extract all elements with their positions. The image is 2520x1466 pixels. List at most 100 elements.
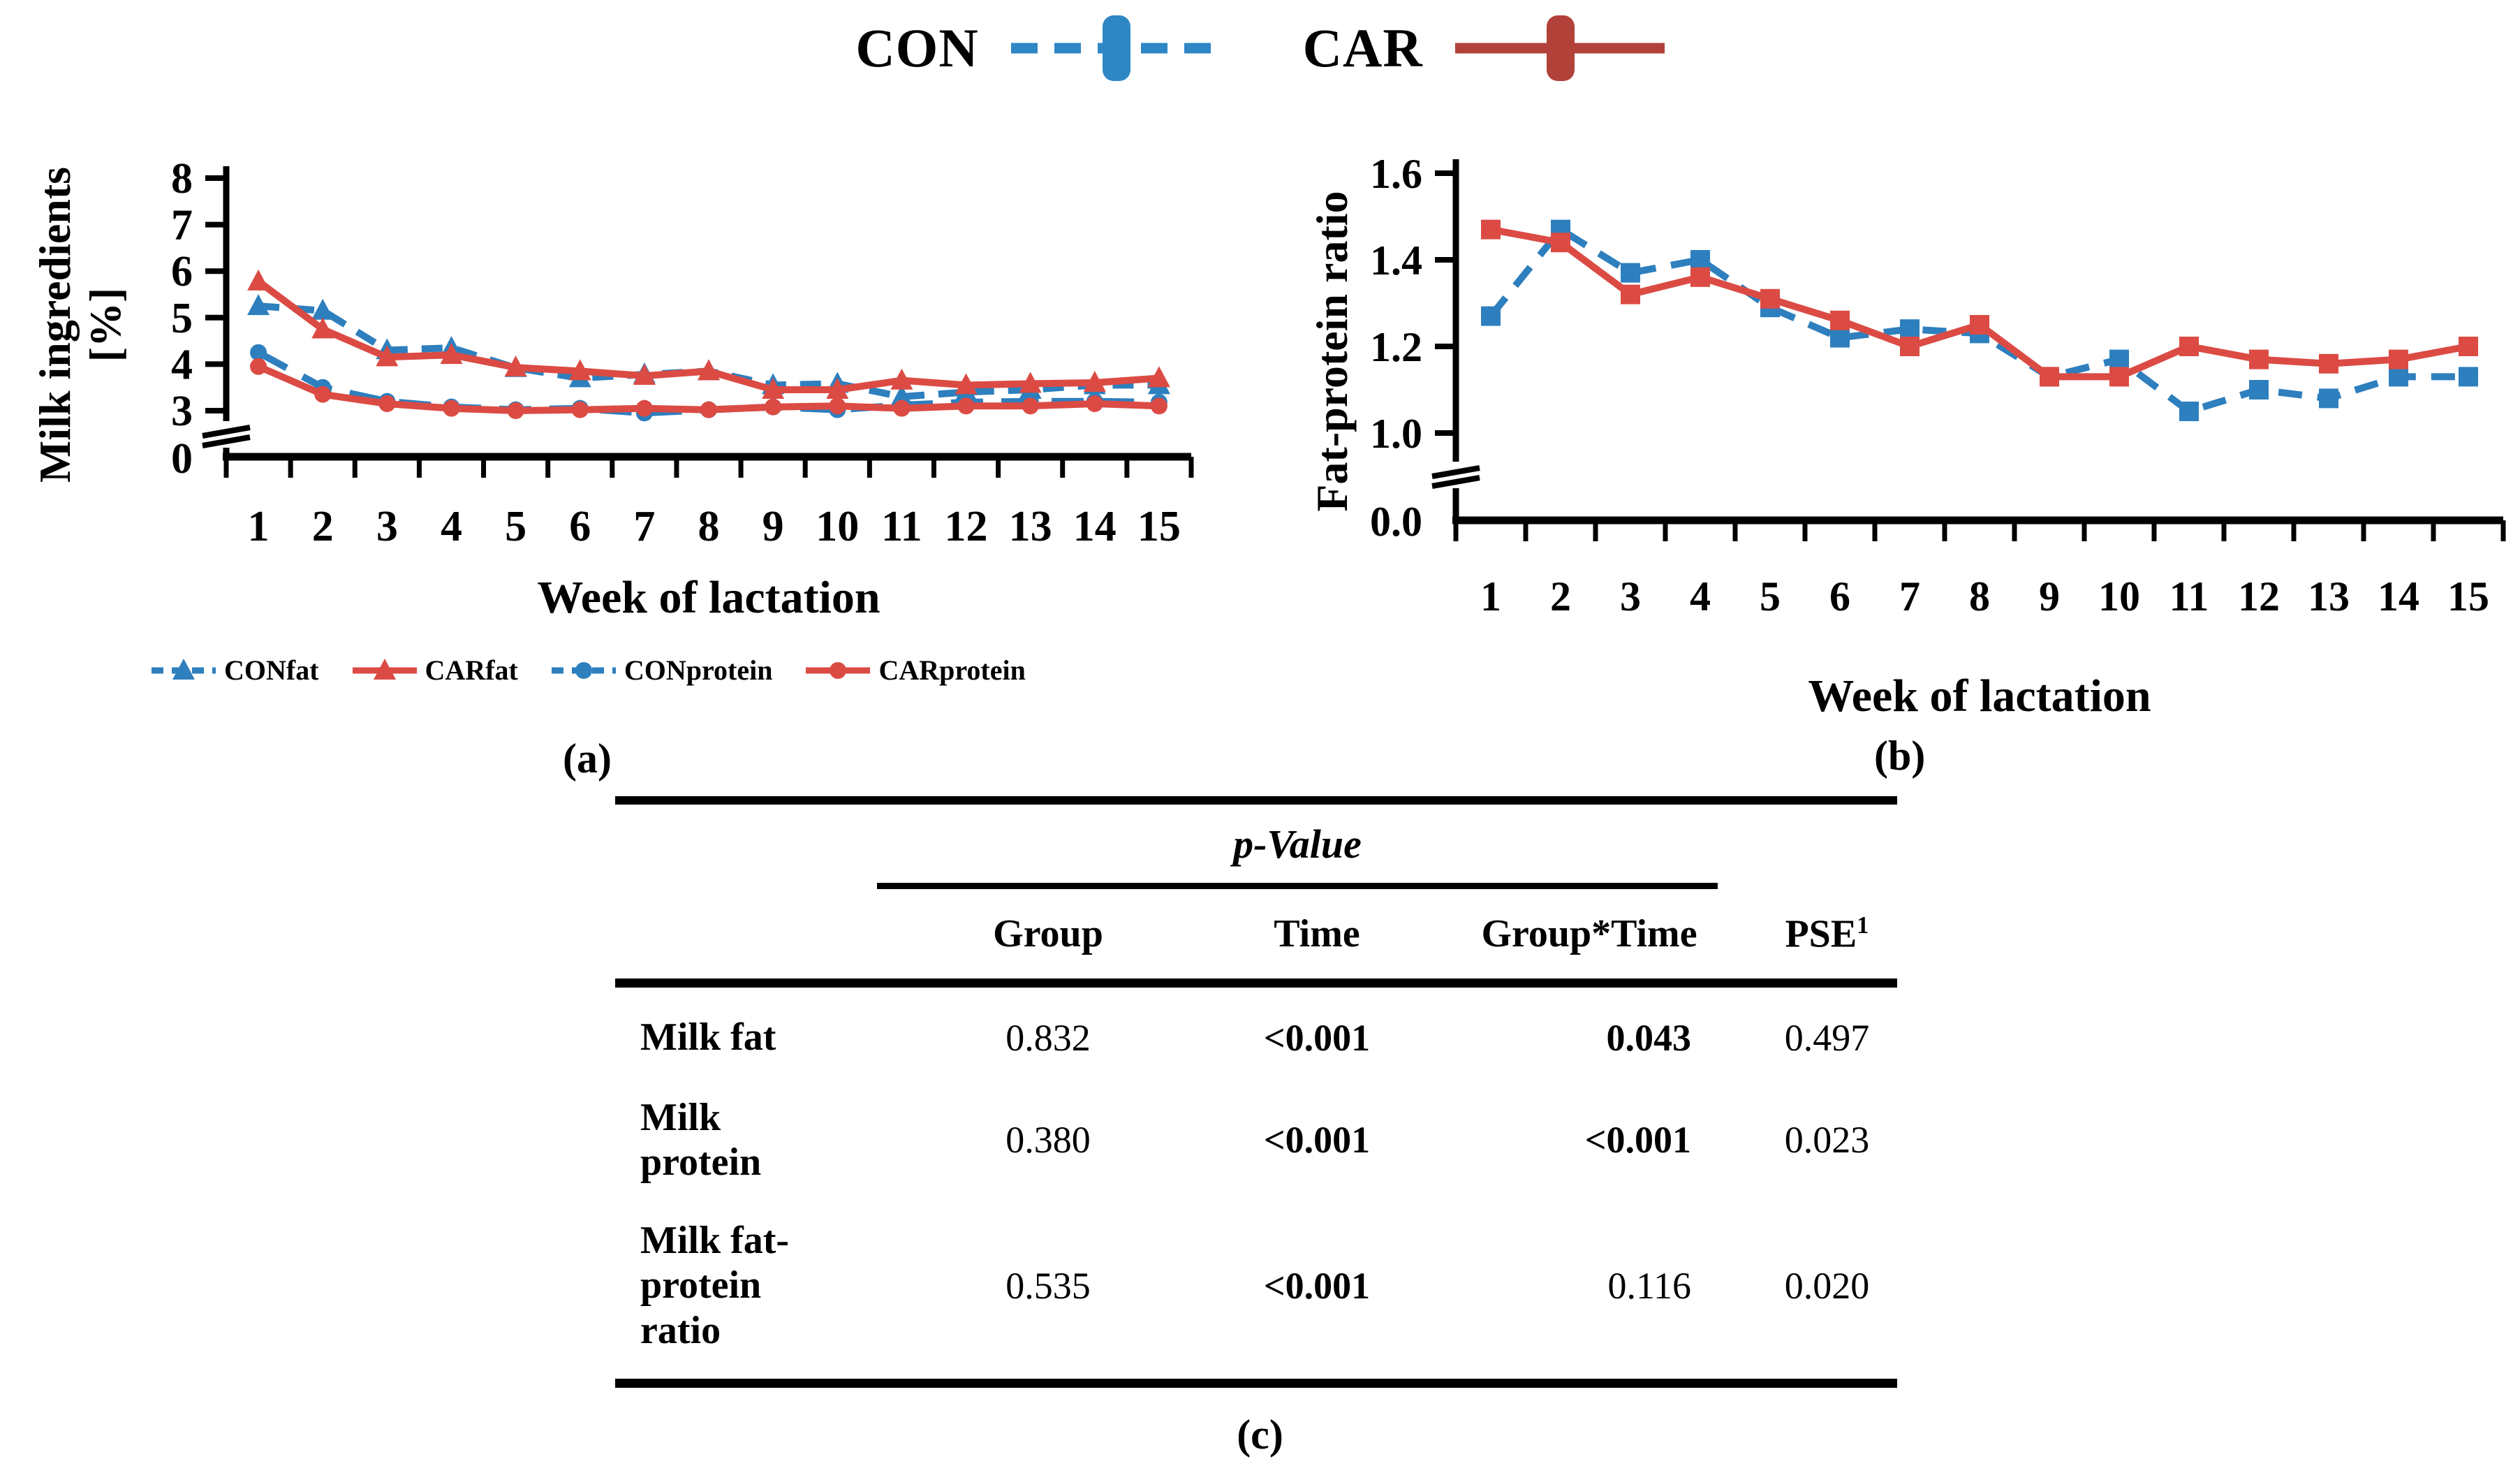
marker-CARfat [698, 359, 720, 381]
svg-text:14: 14 [1073, 503, 1117, 550]
legend-a-item-CONfat: CONfat [150, 654, 319, 687]
marker-CARprotein [700, 401, 717, 418]
svg-text:14: 14 [2378, 573, 2419, 620]
table-header-rule [615, 978, 1897, 988]
svg-text:6: 6 [171, 248, 193, 295]
svg-text:15: 15 [1137, 503, 1181, 550]
axis-break-mark [1431, 465, 1480, 479]
marker-CARprotein [1150, 397, 1167, 415]
marker-CARprotein [765, 398, 782, 416]
svg-text:5: 5 [171, 295, 193, 342]
svg-text:13: 13 [1009, 503, 1052, 550]
CARprotein-legend-swatch [806, 661, 871, 679]
marker-CAR [1830, 310, 1850, 330]
svg-text:2: 2 [312, 503, 334, 550]
marker-CARprotein [507, 402, 524, 419]
marker-CARfat [1019, 372, 1042, 393]
svg-text:0.0: 0.0 [1370, 499, 1422, 545]
svg-text:10: 10 [2098, 573, 2140, 620]
svg-text:5: 5 [1760, 573, 1781, 620]
svg-text:4: 4 [1690, 573, 1711, 620]
cell-time-value: <0.001 [1263, 1016, 1371, 1059]
marker-CAR [2040, 367, 2059, 387]
svg-text:5: 5 [505, 503, 526, 550]
marker-CARfat [762, 378, 785, 400]
legend-marker-CONfat [172, 658, 195, 680]
cell-group-time-value: <0.001 [1584, 1119, 1691, 1161]
legend-a-item-CARprotein: CARprotein [804, 654, 1026, 687]
svg-text:1.4: 1.4 [1370, 237, 1422, 284]
svg-text:Week of lactation: Week of lactation [1808, 670, 2151, 721]
marker-CON [1621, 263, 1640, 283]
CONprotein-legend-swatch [551, 661, 616, 679]
marker-CAR [1760, 288, 1780, 309]
cell-pse-value: 0.020 [1784, 1264, 1870, 1307]
marker-CARfat [376, 345, 399, 367]
chart-a-y-title-line2: [%] [80, 287, 130, 362]
marker-CARfat [504, 355, 527, 377]
marker-CARfat [440, 343, 463, 365]
legend-label-car: CAR [1302, 17, 1423, 78]
legend-a-label-CARprotein: CARprotein [878, 654, 1026, 686]
svg-text:11: 11 [2169, 573, 2209, 620]
marker-CARprotein [1022, 397, 1039, 415]
svg-text:1: 1 [1480, 573, 1501, 620]
axis-break-mark [202, 425, 251, 439]
svg-text:1.2: 1.2 [1370, 324, 1422, 370]
row-label: Milk fat [640, 1016, 776, 1060]
legend-marker-CARfat [373, 658, 396, 680]
cell-group-time-value: 0.116 [1607, 1264, 1692, 1307]
svg-text:9: 9 [762, 503, 784, 550]
marker-CARprotein [829, 397, 846, 415]
svg-text:0: 0 [171, 435, 193, 483]
marker-CAR [2249, 349, 2269, 369]
table-row-milk-protein: Milk protein 0.380 <0.001 <0.001 0.023 [615, 1087, 1897, 1192]
marker-CON [2319, 388, 2338, 409]
marker-CON [1481, 306, 1501, 326]
marker-CARprotein [443, 400, 460, 417]
marker-CAR [2319, 353, 2338, 374]
cell-group-time-value: 0.043 [1606, 1016, 1692, 1059]
marker-CARprotein [571, 401, 589, 418]
svg-text:7: 7 [633, 503, 655, 550]
cell-pse-value: 0.497 [1784, 1016, 1870, 1059]
svg-text:1.6: 1.6 [1370, 151, 1422, 197]
row-label: Milk fat-protein ratio [640, 1218, 790, 1352]
header-pse-superscript: 1 [1857, 911, 1869, 939]
svg-text:12: 12 [945, 503, 988, 550]
svg-text:4: 4 [441, 503, 462, 550]
svg-text:7: 7 [1899, 573, 1920, 620]
marker-CARfat [568, 359, 591, 381]
marker-CARfat [633, 364, 656, 386]
svg-text:3: 3 [171, 388, 193, 435]
marker-CARprotein [1086, 395, 1103, 413]
axis-break-mark [202, 434, 251, 448]
marker-CARprotein [957, 397, 975, 415]
marker-CAR [2459, 337, 2478, 356]
marker-CON [1900, 319, 1920, 339]
marker-CARprotein [635, 400, 653, 417]
chart-a-y-axis-title: Milk ingredients [%] [28, 122, 133, 527]
svg-text:2: 2 [1550, 573, 1571, 620]
panel-label-c: (c) [1237, 1412, 1283, 1458]
marker-CAR [1970, 315, 1989, 335]
p-value-spanner-header: p-Value [1233, 821, 1362, 867]
marker-CON [2389, 367, 2408, 387]
marker-CON [2459, 367, 2478, 387]
CARfat-legend-swatch [352, 658, 417, 680]
marker-CON [2249, 380, 2269, 400]
cell-time-value: <0.001 [1263, 1264, 1371, 1307]
marker-CAR [1900, 337, 1920, 356]
marker-CAR [1690, 267, 1710, 287]
marker-CARprotein [378, 395, 396, 413]
svg-text:10: 10 [816, 503, 859, 550]
svg-text:3: 3 [376, 503, 398, 550]
legend-block-marker [1546, 15, 1575, 81]
cell-time-value: <0.001 [1263, 1119, 1371, 1161]
cell-group-value: 0.380 [1005, 1119, 1091, 1161]
table-row-milk-fat-protein-ratio: Milk fat-protein ratio 0.535 <0.001 0.11… [615, 1192, 1897, 1379]
header-group-time: Group*Time [1481, 912, 1697, 955]
car-solid-line-swatch [1454, 15, 1665, 81]
